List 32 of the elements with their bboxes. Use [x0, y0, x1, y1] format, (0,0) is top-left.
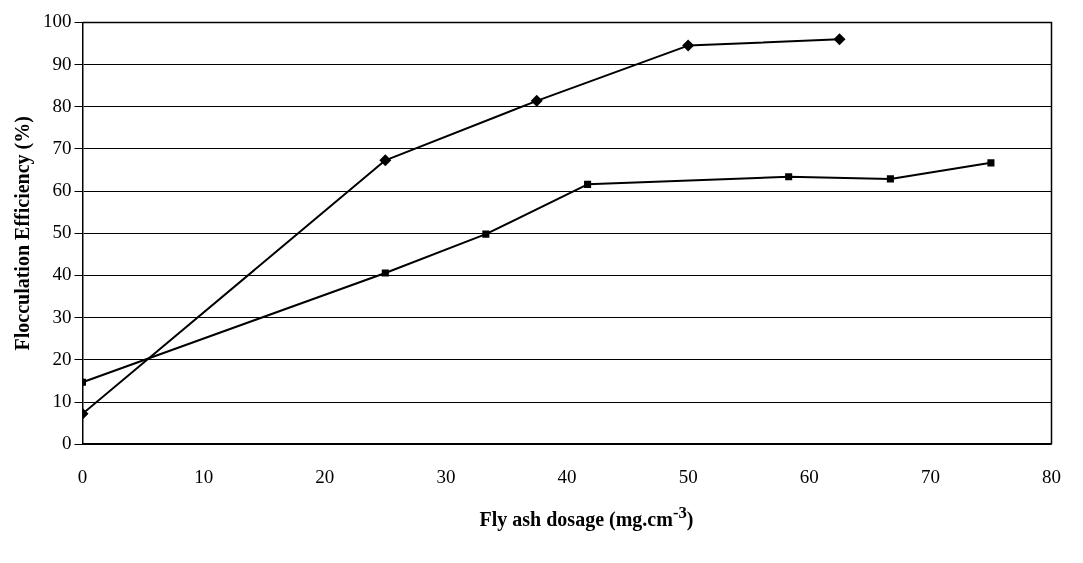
x-tick-label: 50 [678, 465, 698, 487]
point [785, 173, 793, 181]
point [987, 159, 995, 167]
x-tick-label: 20 [315, 465, 335, 487]
y-tick-label: 100 [43, 10, 72, 32]
y-tick-label: 0 [62, 432, 72, 454]
point [482, 230, 490, 238]
y-tick-label: 10 [52, 390, 72, 411]
x-tick-label: 10 [194, 465, 214, 487]
x-tick-label: 80 [1042, 465, 1061, 487]
x-tick-label: 0 [77, 465, 88, 487]
x-tick-label: 60 [799, 465, 819, 487]
y-tick-label: 30 [52, 305, 72, 327]
x-axis-title: Fly ash dosage (mg.cm$^{-3}$) [478, 503, 695, 531]
y-tick-label: 40 [52, 263, 72, 285]
point [886, 175, 894, 183]
y-tick-label: 70 [52, 136, 72, 158]
y-tick-label: 20 [52, 347, 72, 369]
point [833, 33, 846, 46]
point [381, 269, 389, 277]
y-tick-label: 60 [52, 179, 72, 201]
y-tick-label: 80 [52, 94, 72, 116]
y-tick-label: 90 [52, 52, 72, 74]
x-tick-label: 30 [436, 465, 456, 487]
point [379, 154, 392, 167]
x-tick-label: 40 [557, 465, 577, 487]
y-axis-title: Flocculation Efficiency (%) [11, 116, 35, 351]
y-tick-label: 50 [52, 221, 72, 243]
point [682, 39, 695, 52]
x-tick-label: 70 [920, 465, 940, 487]
point [530, 94, 543, 107]
point [584, 180, 592, 188]
